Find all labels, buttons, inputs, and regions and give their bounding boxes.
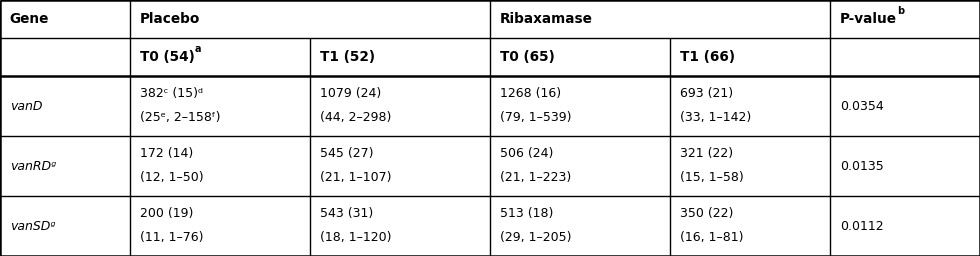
Text: (21, 1–223): (21, 1–223): [500, 172, 571, 185]
Text: vanSDᵍ: vanSDᵍ: [10, 219, 55, 232]
Text: (29, 1–205): (29, 1–205): [500, 231, 571, 244]
Text: T0 (54): T0 (54): [140, 50, 195, 64]
Text: 693 (21): 693 (21): [680, 88, 733, 101]
Text: Ribaxamase: Ribaxamase: [500, 12, 593, 26]
Text: (79, 1–539): (79, 1–539): [500, 112, 571, 124]
Text: (44, 2–298): (44, 2–298): [319, 112, 391, 124]
Text: (18, 1–120): (18, 1–120): [319, 231, 391, 244]
Text: 0.0135: 0.0135: [840, 159, 884, 173]
Text: T0 (65): T0 (65): [500, 50, 555, 64]
Text: vanD: vanD: [10, 100, 42, 112]
Text: (21, 1–107): (21, 1–107): [319, 172, 391, 185]
Text: Placebo: Placebo: [140, 12, 200, 26]
Text: 506 (24): 506 (24): [500, 147, 553, 161]
Text: P-value: P-value: [840, 12, 897, 26]
Text: a: a: [195, 44, 201, 54]
Text: 0.0354: 0.0354: [840, 100, 884, 112]
Text: 543 (31): 543 (31): [319, 208, 373, 220]
Text: b: b: [897, 6, 904, 16]
Text: T1 (66): T1 (66): [680, 50, 735, 64]
Text: (11, 1–76): (11, 1–76): [140, 231, 203, 244]
Text: 350 (22): 350 (22): [680, 208, 733, 220]
Text: (15, 1–58): (15, 1–58): [680, 172, 744, 185]
Text: 0.0112: 0.0112: [840, 219, 883, 232]
Text: 321 (22): 321 (22): [680, 147, 733, 161]
Text: Gene: Gene: [10, 12, 49, 26]
Text: (12, 1–50): (12, 1–50): [140, 172, 204, 185]
Text: 1079 (24): 1079 (24): [319, 88, 381, 101]
Text: 382ᶜ (15)ᵈ: 382ᶜ (15)ᵈ: [140, 88, 203, 101]
Text: 513 (18): 513 (18): [500, 208, 553, 220]
Text: T1 (52): T1 (52): [319, 50, 374, 64]
Text: 1268 (16): 1268 (16): [500, 88, 561, 101]
Text: 545 (27): 545 (27): [319, 147, 373, 161]
Text: 172 (14): 172 (14): [140, 147, 193, 161]
Text: (33, 1–142): (33, 1–142): [680, 112, 751, 124]
Text: (25ᵉ, 2–158ᶠ): (25ᵉ, 2–158ᶠ): [140, 112, 220, 124]
Text: (16, 1–81): (16, 1–81): [680, 231, 743, 244]
Text: 200 (19): 200 (19): [140, 208, 193, 220]
Text: vanRDᵍ: vanRDᵍ: [10, 159, 56, 173]
